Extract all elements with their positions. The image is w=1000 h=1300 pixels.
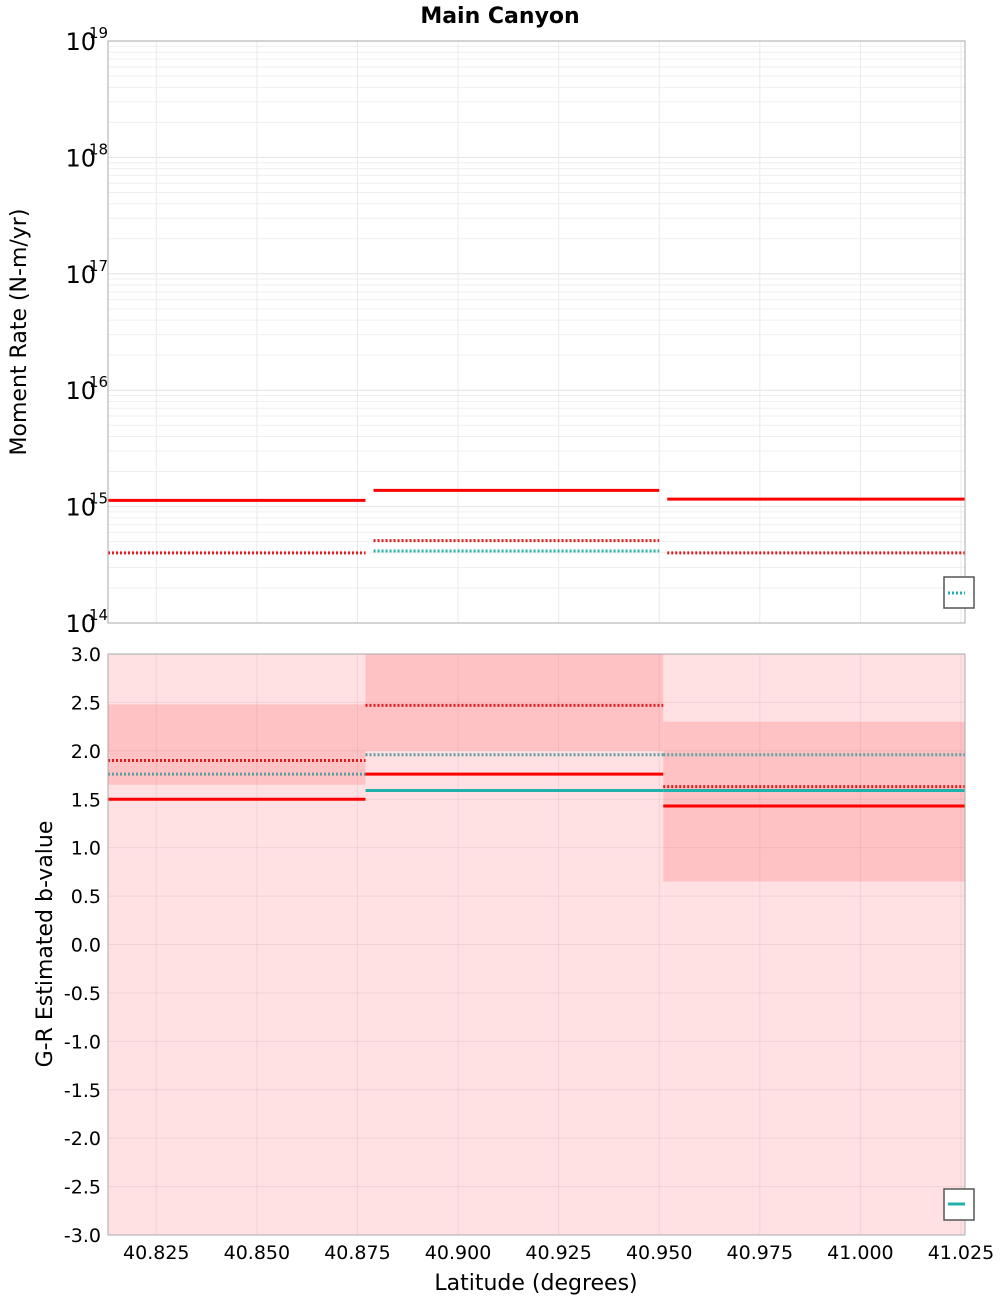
latitude-x-tick-label: 40.900 (425, 1242, 491, 1264)
b-value-y-tick-label: 1.0 (71, 838, 101, 860)
latitude-x-tick-label: 41.025 (928, 1242, 994, 1264)
b-value-y-tick-label: -0.5 (64, 983, 101, 1005)
b-value-y-ticks: 3.0 2.5 2.0 1.5 1.0 0.5 0.0 -0.5 -1.0 -1.5 -2.0 -2.… (64, 644, 101, 1247)
latitude-x-ticks: 40.825 40.850 40.875 40.900 40.925 40.950 40.9… (123, 1242, 994, 1264)
moment-rate-y-tick-label: 10 (65, 28, 96, 56)
moment-rate-y-tick-exponent: 19 (89, 24, 108, 42)
b-value-y-tick-label: -2.0 (64, 1128, 101, 1150)
moment-rate-y-axis-label: Moment Rate (N-m/yr) (7, 209, 32, 456)
figure-title: Main Canyon (420, 4, 579, 29)
moment-rate-plot-area (108, 41, 965, 623)
b-value-series (108, 703, 965, 808)
b-value-confidence-band (365, 654, 664, 751)
b-value-y-tick-label: 1.5 (71, 789, 101, 811)
moment-rate-series (108, 488, 965, 555)
b-value-y-tick-label: 2.0 (71, 741, 101, 763)
moment-rate-legend (943, 576, 975, 609)
latitude-x-tick-label: 40.950 (626, 1242, 692, 1264)
b-value-confidence-band (663, 721, 965, 882)
latitude-x-tick-label: 41.000 (827, 1242, 893, 1264)
moment-rate-y-tick-exponent: 17 (89, 257, 108, 275)
b-value-y-tick-label: -3.0 (64, 1225, 101, 1247)
moment-rate-y-tick-label: 10 (65, 610, 96, 638)
b-value-grid (108, 653, 965, 1236)
moment-rate-y-tick-label: 10 (65, 261, 96, 289)
moment-rate-plot-frame (107, 40, 966, 624)
b-value-y-axis-label: G-R Estimated b-value (33, 821, 58, 1068)
b-value-confidence-band (108, 704, 366, 785)
moment-rate-y-tick-label: 10 (65, 144, 96, 172)
moment-rate-y-tick-label: 10 (65, 377, 96, 405)
b-value-y-tick-label: 3.0 (71, 644, 101, 666)
b-value-y-tick-label: -2.5 (64, 1177, 101, 1199)
latitude-x-axis-label: Latitude (degrees) (434, 1271, 637, 1296)
moment-rate-y-tick-exponent: 14 (89, 606, 108, 624)
b-value-y-tick-label: 0.0 (71, 935, 101, 957)
latitude-x-tick-label: 40.850 (224, 1242, 290, 1264)
moment-rate-grid (108, 41, 965, 624)
b-value-confidence-bands (108, 654, 965, 1235)
b-value-y-tick-label: -1.0 (64, 1031, 101, 1053)
b-value-panel: 3.0 2.5 2.0 1.5 1.0 0.5 0.0 -0.5 -1.0 -1.5 -2.0 -2.… (33, 644, 994, 1296)
latitude-x-tick-label: 40.825 (123, 1242, 189, 1264)
b-value-y-tick-label: 2.5 (71, 692, 101, 714)
moment-rate-y-tick-exponent: 16 (89, 373, 108, 391)
moment-rate-y-tick-exponent: 15 (89, 490, 108, 508)
b-value-legend (943, 1188, 975, 1221)
b-value-y-tick-label: -1.5 (64, 1080, 101, 1102)
latitude-x-tick-label: 40.975 (727, 1242, 793, 1264)
b-value-y-tick-label: 0.5 (71, 886, 101, 908)
latitude-x-tick-label: 40.875 (324, 1242, 390, 1264)
moment-rate-y-tick-exponent: 18 (89, 140, 108, 158)
b-value-plot-frame (107, 653, 966, 1236)
moment-rate-y-tick-label: 10 (65, 494, 96, 522)
latitude-x-tick-label: 40.925 (525, 1242, 591, 1264)
